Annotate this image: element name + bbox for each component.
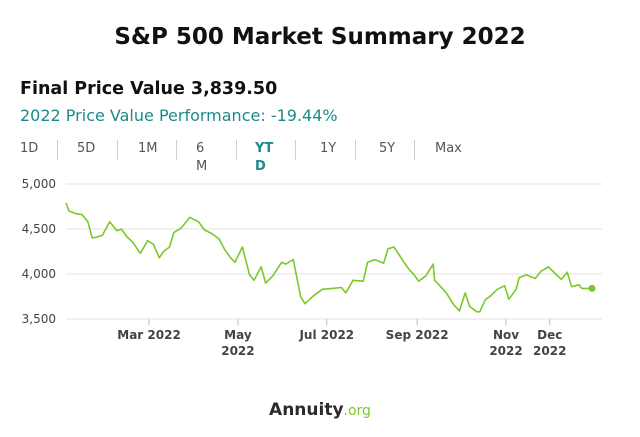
last-value-marker	[588, 284, 596, 292]
price-line-chart: 3,500 4,000 4,500 5,000 Mar 2022 May 2022 Jul 2…	[22, 177, 602, 358]
price-performance: 2022 Price Value Performance: -19.44%	[20, 106, 338, 125]
tab-5y[interactable]: 5Y	[379, 141, 396, 156]
tab-5d[interactable]: 5D	[77, 141, 96, 156]
y-tick-label: 5,000	[22, 177, 56, 191]
tab-max[interactable]: Max	[435, 141, 462, 156]
range-tabs: 1D 5D 1M 6 M YT D 1Y 5Y Max	[0, 140, 640, 180]
y-tick-label: 4,000	[22, 267, 56, 281]
tab-1m[interactable]: 1M	[138, 141, 158, 156]
x-tick-label: Nov 2022	[489, 328, 522, 358]
x-tick-label: Mar 2022	[117, 328, 181, 342]
tab-1y[interactable]: 1Y	[320, 141, 337, 156]
x-tick-label: May 2022	[221, 328, 254, 358]
tab-divider	[355, 140, 356, 160]
page-title: S&P 500 Market Summary 2022	[114, 24, 526, 50]
annuity-logo: Annuity.org	[0, 400, 640, 420]
y-tick-label: 3,500	[22, 312, 56, 326]
tab-divider	[176, 140, 177, 160]
price-series-line	[65, 202, 592, 313]
logo-tld: .org	[343, 403, 371, 419]
tab-divider	[295, 140, 296, 160]
y-tick-label: 4,500	[22, 222, 56, 236]
tab-divider	[414, 140, 415, 160]
final-price-value: Final Price Value 3,839.50	[20, 79, 278, 99]
logo-brand: Annuity	[269, 400, 344, 420]
x-tick-label: Sep 2022	[386, 328, 449, 342]
tab-divider	[117, 140, 118, 160]
tab-divider	[57, 140, 58, 160]
tab-6m[interactable]: 6 M	[196, 141, 208, 174]
tab-ytd[interactable]: YT D	[255, 141, 274, 174]
x-tick-label: Dec 2022	[533, 328, 566, 358]
tab-1d[interactable]: 1D	[20, 141, 39, 156]
tab-divider	[236, 140, 237, 160]
x-tick-label: Jul 2022	[298, 328, 354, 342]
